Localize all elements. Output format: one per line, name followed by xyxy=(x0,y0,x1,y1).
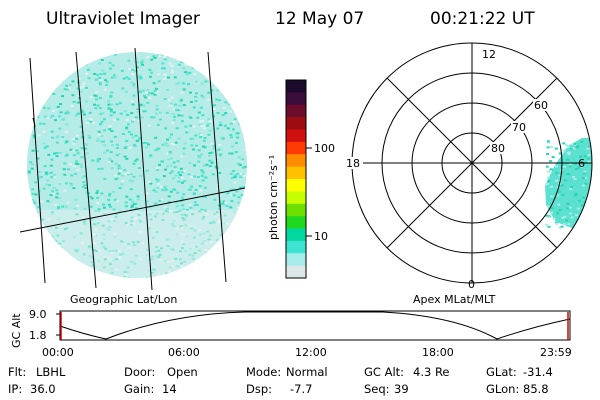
colorbar-segment xyxy=(286,228,306,242)
colorbar-segment xyxy=(286,179,306,192)
mlt-label-6: 6 xyxy=(578,157,585,170)
colorbar xyxy=(286,80,306,279)
mlat-label-80: 80 xyxy=(491,142,505,155)
colorbar-segment xyxy=(286,129,306,143)
status-glat-label: GLat: xyxy=(486,365,517,379)
colorbar-segment xyxy=(286,191,306,205)
altitude-xtick-1200: 12:00 xyxy=(295,346,327,359)
colorbar-segment xyxy=(286,141,306,155)
status-dsp-value: -7.7 xyxy=(290,382,312,396)
instrument-title: Ultraviolet Imager xyxy=(46,9,200,29)
polar-grid xyxy=(351,42,593,284)
geographic-label: Geographic Lat/Lon xyxy=(70,293,177,306)
status-ip-label: IP: xyxy=(8,382,22,396)
altitude-ytick-1-8: 1.8 xyxy=(29,329,47,342)
status-dsp-label: Dsp: xyxy=(246,382,272,396)
colorbar-segment xyxy=(286,154,306,168)
colorbar-segment xyxy=(286,104,306,118)
status-mode-value: Normal xyxy=(286,365,328,379)
colorbar-segment xyxy=(286,166,306,180)
mlt-label-0: 0 xyxy=(468,278,475,291)
mlt-label-18: 18 xyxy=(346,157,360,170)
mlt-label-12: 12 xyxy=(482,48,496,61)
status-glon-label: GLon: xyxy=(486,382,519,396)
mlat-label-60: 60 xyxy=(534,99,548,112)
altitude-plot xyxy=(56,310,571,341)
status-glat-value: -31.4 xyxy=(523,365,553,379)
status-seq-value: 39 xyxy=(394,382,409,396)
colorbar-unit-label: photon cm⁻²s⁻¹ xyxy=(267,155,280,240)
geographic-grid xyxy=(19,47,246,291)
status-gcalt-value: 4.3 Re xyxy=(413,365,450,379)
status-door-value: Open xyxy=(167,365,198,379)
colorbar-segment xyxy=(286,117,306,131)
status-gain-value: 14 xyxy=(162,382,177,396)
colorbar-segment xyxy=(286,203,306,217)
status-mode-label: Mode: xyxy=(246,365,281,379)
colorbar-segment xyxy=(286,240,306,254)
status-seq-label: Seq: xyxy=(364,382,390,396)
altitude-xtick-1800: 18:00 xyxy=(422,346,454,359)
apex-label: Apex MLat/MLT xyxy=(413,293,496,306)
colorbar-tick-10: 10 xyxy=(314,230,328,243)
time-label: 00:21:22 UT xyxy=(430,9,535,29)
geo-tick-icon xyxy=(32,117,36,127)
altitude-ytick-9: 9.0 xyxy=(29,308,47,321)
status-ip-value: 36.0 xyxy=(30,382,56,396)
status-filter-label: Flt: xyxy=(8,365,26,379)
status-door-label: Door: xyxy=(124,365,155,379)
status-gain-label: Gain: xyxy=(124,382,154,396)
altitude-ylabel: GC Alt xyxy=(10,313,23,348)
mlat-label-70: 70 xyxy=(512,121,526,134)
altitude-xtick-2359: 23:59 xyxy=(540,346,572,359)
colorbar-segment xyxy=(286,92,306,106)
status-filter-value: LBHL xyxy=(36,365,66,379)
altitude-xtick-0600: 06:00 xyxy=(168,346,200,359)
status-panel: Flt: LBHL Door: Open Mode: Normal GC Alt… xyxy=(8,365,553,396)
colorbar-segment xyxy=(286,253,306,267)
colorbar-segment xyxy=(286,216,306,230)
colorbar-segment xyxy=(286,265,306,279)
colorbar-segment xyxy=(286,80,306,93)
status-glon-value: 85.8 xyxy=(523,382,549,396)
altitude-xtick-0000: 00:00 xyxy=(42,346,74,359)
date-label: 12 May 07 xyxy=(275,9,364,29)
status-gcalt-label: GC Alt: xyxy=(364,365,404,379)
colorbar-tick-100: 100 xyxy=(314,142,335,155)
